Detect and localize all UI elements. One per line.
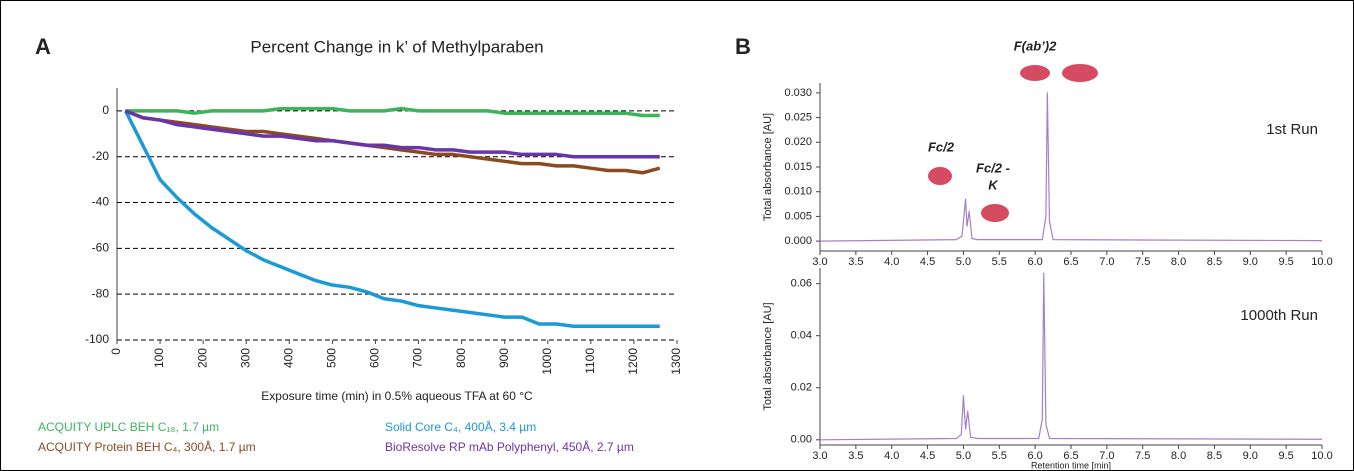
annotation: Fc/2 - <box>976 160 1010 175</box>
y-tick-label: 0.06 <box>791 278 812 290</box>
x-tick-label: 6.5 <box>1063 450 1078 462</box>
x-tick-label: 8.5 <box>1207 450 1222 462</box>
x-tick-label: 400 <box>281 348 295 368</box>
y-tick-label: 0.030 <box>784 87 812 99</box>
annotation: F(ab’)2 <box>1014 38 1057 53</box>
x-tick-label: 1000 <box>540 348 554 375</box>
x-tick-label: 9.5 <box>1278 450 1293 462</box>
annotation: 1st Run <box>1266 121 1318 138</box>
x-tick-label: 10.0 <box>1311 256 1332 268</box>
x-tick-label: 500 <box>325 348 339 368</box>
x-tick-label: 8.5 <box>1207 256 1222 268</box>
y-tick-label: 0.04 <box>791 330 812 342</box>
x-tick-label: 8.0 <box>1171 256 1186 268</box>
annotation: Fc/2 <box>928 139 955 154</box>
x-tick-label: 200 <box>195 348 209 368</box>
x-tick-label: 7.5 <box>1135 256 1150 268</box>
y-tick-label: -20 <box>92 149 110 163</box>
x-tick-label: 1300 <box>669 348 683 375</box>
x-tick-label: 800 <box>454 348 468 368</box>
y-tick-label: -100 <box>85 332 109 346</box>
x-tick-label: 7.5 <box>1135 450 1150 462</box>
x-axis-label: Exposure time (min) in 0.5% aqueous TFA … <box>261 389 533 403</box>
x-tick-label: 7.0 <box>1099 450 1114 462</box>
x-tick-label: 5.5 <box>992 256 1007 268</box>
x-tick-label: 8.0 <box>1171 450 1186 462</box>
y-tick-label: 0.025 <box>784 111 812 123</box>
legend-entry: ACQUITY Protein BEH C₄, 300Å, 1.7 µm <box>38 439 256 454</box>
y-tick-label: 0.02 <box>791 382 812 394</box>
data-line <box>819 272 1323 441</box>
panel-label: B <box>735 34 751 59</box>
x-tick-label: 3.5 <box>848 256 863 268</box>
x-axis-label: Retention time [min] <box>1031 460 1111 470</box>
data-line <box>819 92 1323 242</box>
x-tick-label: 5.0 <box>956 256 971 268</box>
x-tick-label: 4.0 <box>884 256 899 268</box>
y-tick-label: 0.010 <box>784 186 812 198</box>
y-axis-label: Total absorbance [AU] <box>762 302 774 410</box>
x-tick-label: 100 <box>152 348 166 368</box>
x-tick-label: 9.0 <box>1243 450 1258 462</box>
chart-title: Percent Change in k’ of Methylparaben <box>250 37 543 56</box>
x-tick-label: 900 <box>497 348 511 368</box>
x-tick-label: 3.0 <box>812 256 827 268</box>
annotation: 1000th Run <box>1240 307 1318 324</box>
data-line <box>124 110 660 329</box>
y-axis-label: Total absorbance [AU] <box>762 113 774 221</box>
x-tick-label: 7.0 <box>1099 256 1114 268</box>
legend-entry: Solid Core C₄, 400Å, 3.4 µm <box>385 419 536 434</box>
x-tick-label: 6.0 <box>1027 450 1042 462</box>
x-tick-label: 6.5 <box>1063 256 1078 268</box>
y-tick-label: -80 <box>92 286 110 300</box>
legend-entry: BioResolve RP mAb Polyphenyl, 450Å, 2.7 … <box>385 439 634 454</box>
y-tick-label: 0.015 <box>784 161 812 173</box>
y-tick-label: 0.020 <box>784 136 812 148</box>
y-tick-label: 0.00 <box>791 434 812 446</box>
y-tick-label: 0.000 <box>784 235 812 247</box>
data-line <box>124 109 661 175</box>
x-tick-label: 3.0 <box>812 450 827 462</box>
x-tick-label: 3.5 <box>848 450 863 462</box>
protein-images <box>928 64 1098 222</box>
panel-label: A <box>35 34 51 59</box>
y-tick-label: -40 <box>92 195 110 209</box>
y-tick-label: 0 <box>102 103 109 117</box>
x-tick-label: 4.5 <box>920 256 935 268</box>
x-tick-label: 10.0 <box>1311 450 1332 462</box>
data-line <box>125 106 660 118</box>
y-tick-label: -60 <box>92 241 110 255</box>
x-tick-label: 1200 <box>626 348 640 375</box>
x-tick-label: 4.5 <box>920 450 935 462</box>
x-tick-label: 9.0 <box>1243 256 1258 268</box>
x-tick-label: 700 <box>411 348 425 368</box>
x-tick-label: 5.0 <box>956 450 971 462</box>
data-line <box>124 109 660 159</box>
x-tick-label: 600 <box>368 348 382 368</box>
x-tick-label: 5.5 <box>992 450 1007 462</box>
annotation: K <box>988 177 999 192</box>
x-tick-label: 1100 <box>583 348 597 374</box>
y-tick-label: 0.005 <box>784 210 812 222</box>
x-tick-label: 4.0 <box>884 450 899 462</box>
x-tick-label: 0 <box>109 348 123 355</box>
x-tick-label: 6.0 <box>1027 256 1042 268</box>
x-tick-label: 300 <box>238 348 252 368</box>
x-tick-label: 9.5 <box>1278 256 1293 268</box>
legend-entry: ACQUITY UPLC BEH C₁₈, 1.7 µm <box>38 420 219 434</box>
